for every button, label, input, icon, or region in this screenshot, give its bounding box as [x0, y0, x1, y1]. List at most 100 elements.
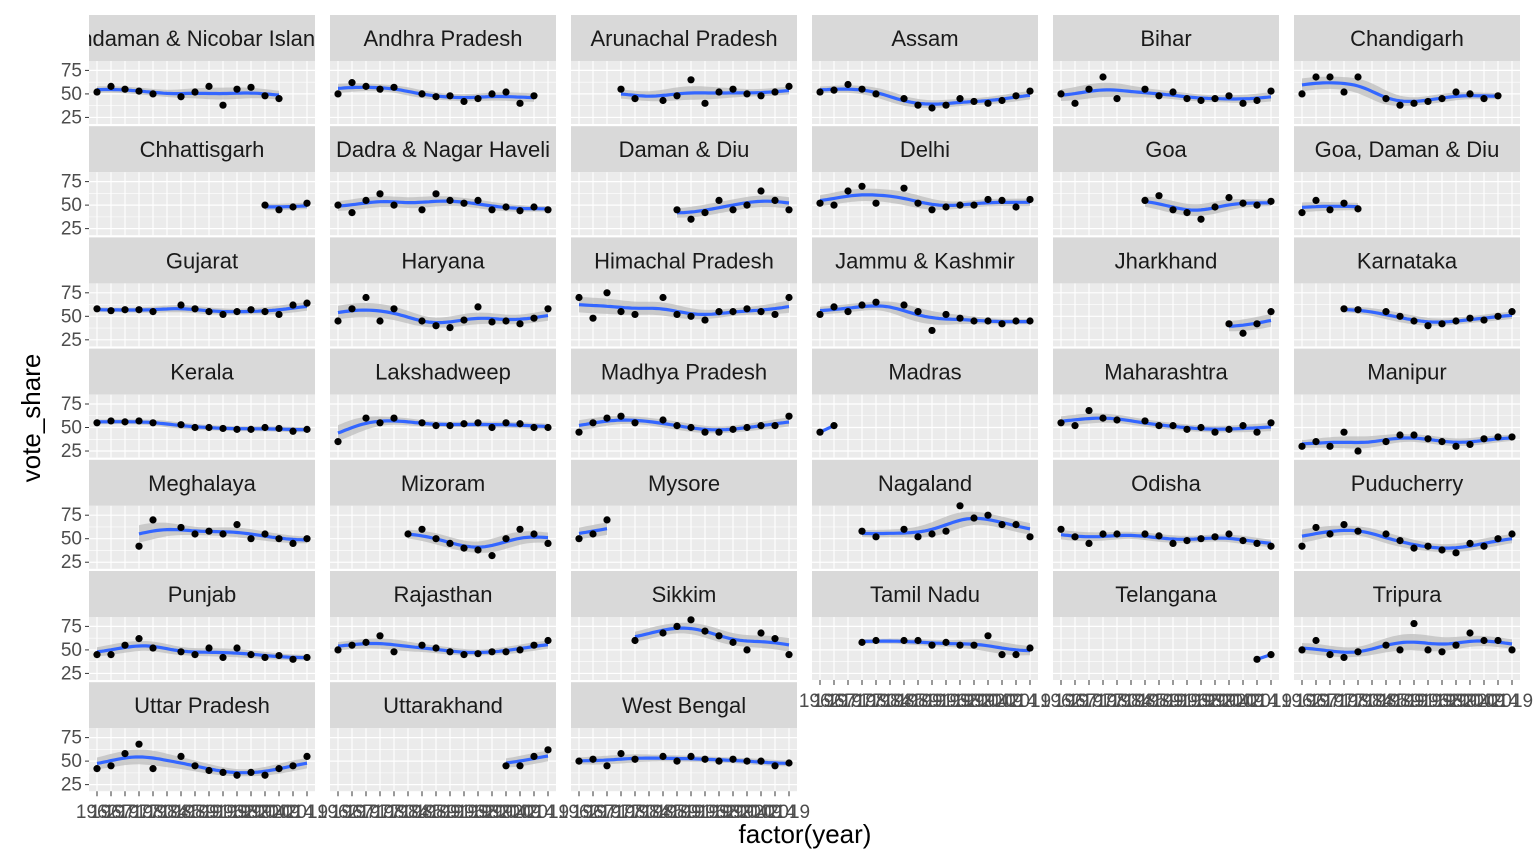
data-point: [205, 527, 213, 535]
data-point: [844, 187, 852, 195]
x-tick-label: 1984: [869, 691, 912, 712]
data-point: [1225, 193, 1233, 202]
data-point: [544, 539, 552, 548]
data-point: [970, 97, 978, 106]
data-point: [1099, 530, 1107, 538]
data-point: [998, 96, 1006, 105]
data-point: [93, 651, 101, 659]
smooth-line: [337, 308, 549, 325]
data-point: [1382, 641, 1390, 649]
data-point: [1155, 192, 1163, 200]
data-point: [261, 653, 269, 662]
data-point: [135, 740, 143, 748]
data-point: [303, 752, 311, 761]
data-point: [1466, 314, 1474, 322]
data-point: [1183, 425, 1191, 433]
facet-strip: [330, 15, 556, 61]
facet-panel: Jammu & Kashmir: [812, 237, 1038, 347]
data-point: [219, 530, 227, 538]
data-point: [516, 207, 524, 215]
data-point: [460, 544, 468, 552]
data-point: [474, 95, 482, 103]
facet-strip-label: Mysore: [648, 471, 720, 496]
data-point: [1438, 320, 1446, 328]
facet-strip: [330, 237, 556, 284]
data-point: [970, 514, 978, 522]
data-point: [362, 638, 370, 646]
data-point: [1382, 308, 1390, 316]
data-point: [233, 771, 241, 779]
smooth-line: [337, 199, 548, 211]
y-tick-label: 25: [61, 107, 82, 128]
data-point: [275, 206, 283, 214]
data-point: [348, 641, 356, 649]
x-tick-label: 2014: [513, 802, 556, 823]
x-tick-label: 1991: [911, 691, 953, 712]
data-point: [446, 539, 454, 548]
smooth-line: [97, 304, 308, 314]
data-point: [998, 651, 1006, 659]
data-point: [631, 310, 639, 319]
facet-strip: [571, 15, 797, 61]
x-tick-label: 1999: [1435, 691, 1477, 712]
facet-strip: [1294, 126, 1520, 173]
data-point: [872, 298, 880, 306]
smooth-confidence-band: [408, 529, 548, 553]
facet-strip: [1053, 571, 1279, 617]
data-point: [1267, 87, 1275, 95]
data-point: [1211, 203, 1219, 211]
data-point: [631, 419, 639, 427]
data-point: [1396, 101, 1404, 109]
data-point: [928, 641, 936, 649]
facet-strip: [812, 459, 1038, 506]
data-point: [530, 423, 538, 432]
data-point: [914, 199, 922, 207]
data-point: [474, 546, 482, 554]
data-point: [191, 530, 199, 538]
data-point: [1071, 422, 1079, 430]
y-tick-label: 50: [61, 195, 82, 216]
facet-strip: [1294, 237, 1520, 284]
x-tick-label: 1980: [614, 802, 656, 823]
data-point: [1267, 197, 1275, 205]
x-tick-label: 1989: [1379, 691, 1421, 712]
data-point: [1326, 651, 1334, 659]
x-tick-label: 2019: [1009, 691, 1051, 712]
data-point: [844, 308, 852, 316]
smooth-line: [819, 304, 1031, 324]
data-point: [460, 420, 468, 428]
x-tick-label: 1999: [953, 691, 995, 712]
data-point: [1211, 95, 1219, 103]
data-point: [544, 746, 552, 754]
data-point: [1141, 196, 1149, 205]
data-point: [1197, 423, 1205, 432]
data-point: [771, 762, 779, 770]
data-point: [1354, 306, 1362, 314]
y-tick-label: 50: [61, 751, 82, 772]
facet-strip: [89, 682, 315, 729]
data-point: [1424, 646, 1432, 654]
data-point: [771, 635, 779, 643]
data-point: [1183, 95, 1191, 103]
data-point: [603, 762, 611, 770]
data-point: [928, 530, 936, 538]
smooth-confidence-band: [338, 416, 548, 441]
data-point: [488, 206, 496, 214]
data-point: [1169, 206, 1177, 214]
x-tick-label: 2009: [1222, 691, 1264, 712]
data-point: [757, 92, 765, 100]
data-point: [191, 651, 199, 659]
x-tick-label: 1999: [230, 802, 272, 823]
x-tick-label: 1996: [684, 802, 726, 823]
data-point: [1012, 651, 1020, 659]
data-point: [687, 752, 695, 761]
data-point: [544, 423, 552, 432]
x-tick-label: 2019: [286, 802, 328, 823]
data-point: [575, 293, 583, 302]
data-point: [1225, 530, 1233, 538]
data-point: [575, 535, 583, 543]
data-point: [942, 527, 950, 535]
data-point: [743, 423, 751, 432]
data-point: [631, 95, 639, 103]
facet-panel: Assam: [812, 15, 1038, 124]
